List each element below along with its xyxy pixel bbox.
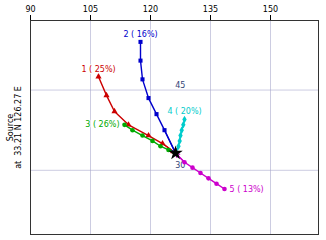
svg-text:90: 90 bbox=[25, 5, 35, 14]
svg-text:150: 150 bbox=[263, 5, 278, 14]
svg-text:5 ( 13%): 5 ( 13%) bbox=[230, 185, 264, 194]
svg-text:1 ( 25%): 1 ( 25%) bbox=[81, 65, 115, 74]
svg-text:120: 120 bbox=[143, 5, 158, 14]
svg-text:2 ( 16%): 2 ( 16%) bbox=[123, 30, 157, 39]
svg-text:3 ( 26%): 3 ( 26%) bbox=[85, 120, 119, 129]
svg-text:4 ( 20%): 4 ( 20%) bbox=[167, 107, 201, 116]
svg-text:105: 105 bbox=[83, 5, 98, 14]
svg-text:Sourceat 33.21 N 126.27 E: Sourceat 33.21 N 126.27 E bbox=[6, 86, 23, 169]
svg-text:45: 45 bbox=[175, 81, 185, 90]
svg-text:30: 30 bbox=[175, 161, 186, 171]
svg-text:135: 135 bbox=[203, 5, 218, 14]
